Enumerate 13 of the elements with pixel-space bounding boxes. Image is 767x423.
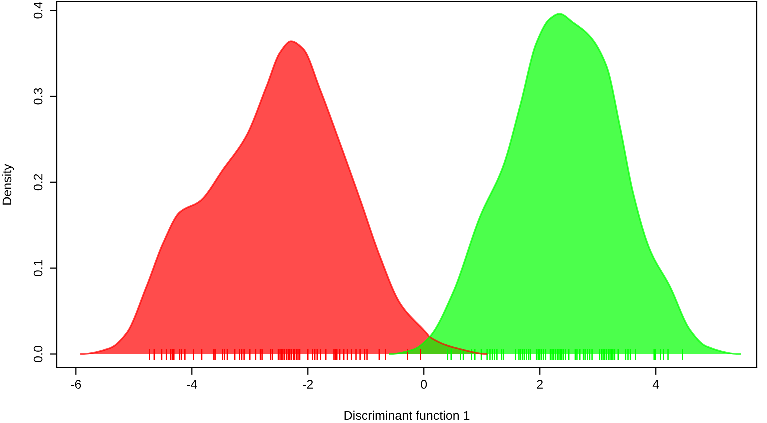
y-tick-label: 0.2 <box>34 174 43 191</box>
x-tick-label: -4 <box>187 380 198 389</box>
y-axis-title: Density <box>2 164 14 205</box>
y-tick-label: 0.4 <box>34 2 43 19</box>
x-tick-label: 0 <box>421 380 428 389</box>
x-tick-label: 4 <box>652 380 660 389</box>
y-tick-label: 0.0 <box>34 346 43 362</box>
y-tick-label: 0.3 <box>34 88 43 105</box>
x-axis-title: Discriminant function 1 <box>344 410 470 420</box>
x-tick-label: -6 <box>71 380 82 389</box>
y-tick-label: 0.1 <box>34 260 43 277</box>
x-tick-label: -2 <box>303 380 314 389</box>
x-tick-label: 2 <box>537 380 543 389</box>
